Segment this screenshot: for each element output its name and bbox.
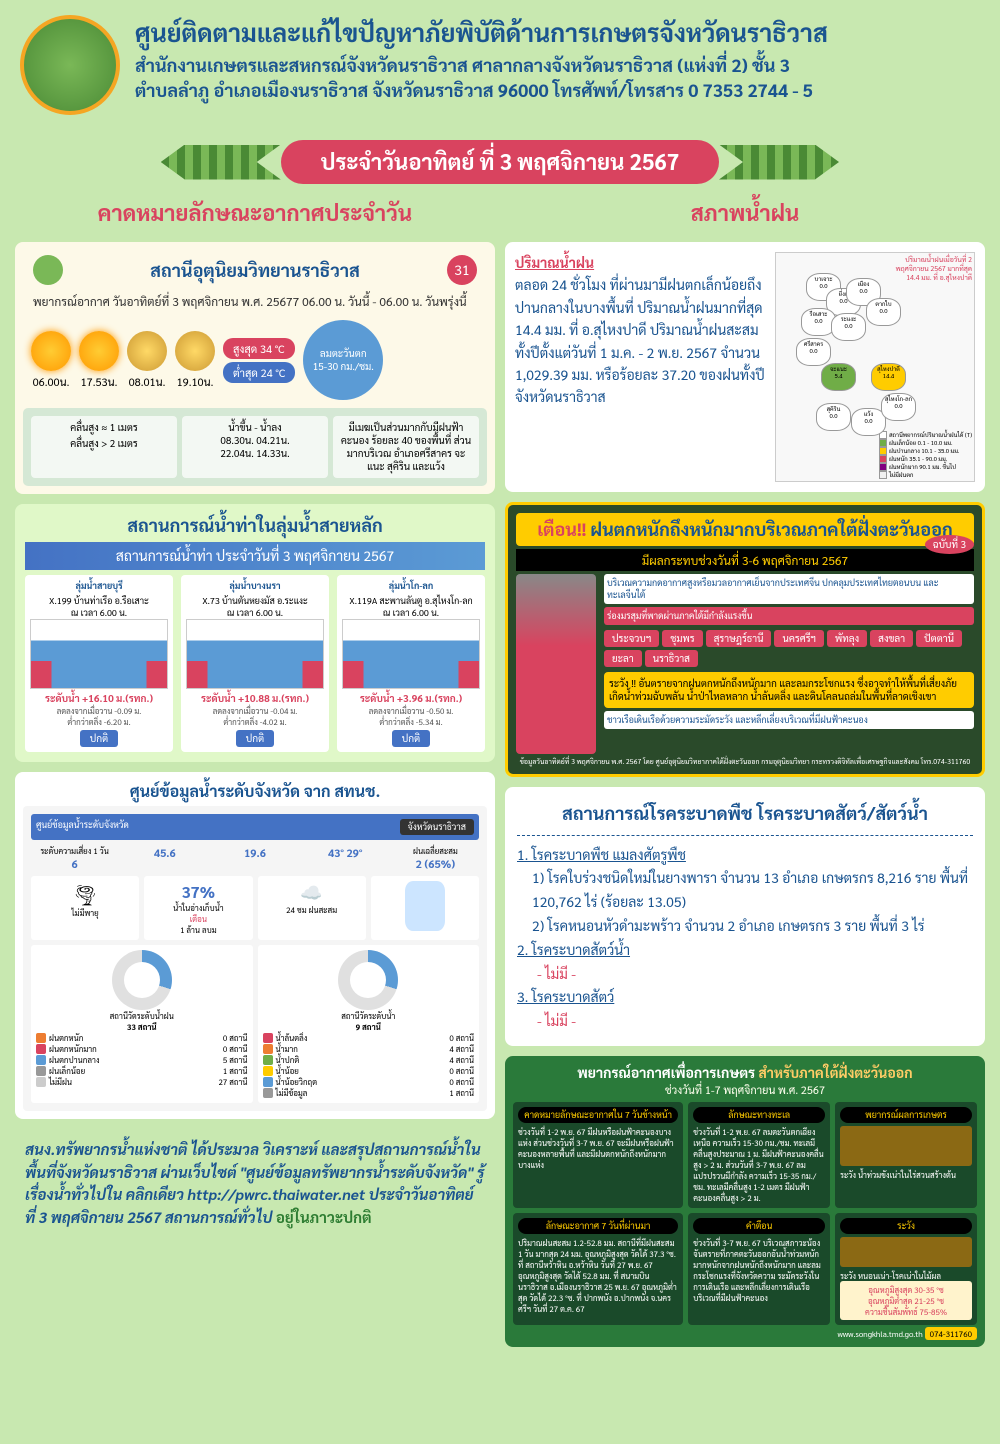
moonset-icon <box>175 331 215 371</box>
thailand-map-icon <box>516 574 596 754</box>
station-name: สถานีอุตุนิยมวิทยานราธิวาส <box>150 259 360 282</box>
map-card <box>371 876 479 940</box>
river-subtitle: สถานการณ์น้ำท่า ประจำวันที่ 3 พฤศจิกายน … <box>25 542 485 570</box>
donut-chart-icon <box>112 950 172 1010</box>
river-charts: ลุ่มน้ำสายบุรี X.199 บ้านท่าเรือ อ.รือเส… <box>25 575 485 752</box>
forecast-title: พยากรณ์อากาศเพื่อการเกษตร สำหรับภาคใต้ฝั… <box>513 1064 977 1082</box>
rain-stations-card: สถานีวัดระดับน้ำฝน 33 สถานี ฝนตกหนัก0 สถ… <box>31 945 253 1103</box>
warn-header: เตือน!! ฝนตกหนักถึงหนักมากบริเวณภาคใต้ฝั… <box>516 513 974 546</box>
water-center-title: ศูนย์ข้อมูลน้ำระดับจังหวัด จาก สทนช. <box>23 780 487 801</box>
warn-info: บริเวณความกดอากาศสูงหรือมวลอากาศเย็นจากป… <box>604 574 974 754</box>
wave-box: คลื่นสูง ≈ 1 เมตร คลื่นสูง > 2 เมตร <box>31 416 177 478</box>
mini-map-icon <box>405 881 445 931</box>
moonset: 19.10น. <box>175 331 215 389</box>
disease-sec1: 1. โรคระบาดพืช แมลงศัตรูพืช <box>517 844 973 868</box>
disease-none3: - ไม่มี - <box>517 1010 973 1034</box>
forecast-box2: ลักษณะทางทะเล ช่วงวันที่ 1-2 พ.ย. 67 ลมต… <box>688 1102 830 1208</box>
edition-badge: ฉบับที่ 3 <box>925 535 974 554</box>
date-text: ประจำวันอาทิตย์ ที่ 3 พฤศจิกายน 2567 <box>281 140 720 184</box>
disease-panel: สถานการณ์โรคระบาดพืช โรคระบาดสัตว์/สัตว์… <box>505 787 985 1046</box>
weather-section-title: คาดหมายลักษณะอากาศประจำวัน <box>15 199 495 227</box>
header-title: ศูนย์ติดตามและแก้ไขปัญหาภัยพิบัติด้านการ… <box>135 15 980 48</box>
sunset-icon <box>79 331 119 371</box>
forecast-panel: พยากรณ์อากาศเพื่อการเกษตร สำหรับภาคใต้ฝั… <box>505 1056 985 1347</box>
forecast-box4: ลักษณะอากาศ 7 วันที่ผ่านมา ปริมาณฝนสะสม … <box>513 1213 683 1325</box>
rainfall-heading: ปริมาณน้ำฝน <box>515 252 767 274</box>
rainfall-panel: ปริมาณน้ำฝน ตลอด 24 ชั่วโมง ที่ผ่านมามีฝ… <box>505 242 985 492</box>
header-line2: ตำบลลำภู อำเภอเมืองนราธิวาส จังหวัดนราธิ… <box>135 78 980 103</box>
temp-vals: อุณหภูมิสูงสุด 30-35 °ซ อุณหภูมิต่ำสุด 2… <box>840 1281 972 1320</box>
bottom-text: สนง.ทรัพยากรน้ำแห่งชาติ ได้ประมวล วิเครา… <box>15 1129 495 1239</box>
water-dashboard: ศูนย์ข้อมูลน้ำระดับจังหวัด จังหวัดนราธิว… <box>23 806 487 1111</box>
page-header: ศูนย์ติดตามและแก้ไขปัญหาภัยพิบัติด้านการ… <box>0 0 1000 130</box>
temp-box: สูงสุด 34 °C ต่ำสุด 24 °C <box>223 338 295 383</box>
moonrise-icon <box>127 331 167 371</box>
temp-low: ต่ำสุด 24 °C <box>223 362 295 383</box>
dash-header-label: ศูนย์ข้อมูลน้ำระดับจังหวัด <box>36 819 129 835</box>
tmd-logo-icon <box>33 255 63 285</box>
forecast-box3: พยากรณ์ผลการเกษตร ระวัง น้ำท่วมขังเน่าใน… <box>835 1102 977 1208</box>
water-center-panel: ศูนย์ข้อมูลน้ำระดับจังหวัด จาก สทนช. ศูน… <box>15 772 495 1119</box>
badge-icon: 31 <box>447 255 477 285</box>
forecast-box5: คำตือน ช่วงวันที่ 3-7 พ.ย. 67 บริเวณสภาว… <box>688 1213 830 1325</box>
warning-panel: เตือน!! ฝนตกหนักถึงหนักมากบริเวณภาคใต้ฝั… <box>505 502 985 777</box>
search-button[interactable]: จังหวัดนราธิวาส <box>400 819 474 835</box>
sunrise-icon <box>31 331 71 371</box>
warn-sub: มีผลกระทบช่วงวันที่ 3-6 พฤศจิกายน 2567 <box>516 549 974 571</box>
weather-panel: สถานีอุตุนิยมวิทยานราธิวาส 31 พยากรณ์อาก… <box>15 242 495 494</box>
moonrise: 08.01น. <box>127 331 167 389</box>
forecast-line: พยากรณ์อากาศ วันอาทิตย์ที่ 3 พฤศจิกายน พ… <box>23 290 487 312</box>
forecast-period: ช่วงวันที่ 1-7 พฤศจิกายน พ.ศ. 2567 <box>513 1082 977 1097</box>
tide-box: น้ำขึ้น - น้ำลง 08.30น. 04.21น. 22.04น. … <box>182 416 328 478</box>
plant-photo-icon <box>840 1237 972 1267</box>
rain-box: มีเมฆเป็นส่วนมากกับมีฝนฟ้าคะนอง ร้อยละ 4… <box>333 416 479 478</box>
river-section: สถานการณ์น้ำท่าในลุ่มน้ำสายหลัก สถานการณ… <box>15 504 495 762</box>
forecast-box1: คาดหมายลักษณะอากาศใน 7 วันข้างหน้า ช่วงว… <box>513 1102 683 1208</box>
header-text: ศูนย์ติดตามและแก้ไขปัญหาภัยพิบัติด้านการ… <box>135 15 980 103</box>
farm-photo-icon <box>840 1126 972 1166</box>
river-chart: ลุ่มน้ำโก-ลก X.119A สะพานลันตู อ.สุไหงโก… <box>337 575 485 752</box>
disease-item1: 1) โรคใบร่วงชนิดใหม่ในยางพารา จำนวน 13 อ… <box>517 867 973 915</box>
forecast-box6: ระวัง ระวัง หนอนเน่า-โรคเน่าในไม้ผล อุณห… <box>835 1213 977 1325</box>
temp-high: สูงสุด 34 °C <box>223 338 295 359</box>
storm-card: 🌪 ไม่มีพายุ <box>31 876 139 940</box>
disease-title: สถานการณ์โรคระบาดพืช โรคระบาดสัตว์/สัตว์… <box>517 799 973 836</box>
rainfall-map: ปริมาณน้ำฝนเมื่อวันที่ 2 พฤศจิกายน 2567 … <box>775 252 975 482</box>
rainfall-text: ปริมาณน้ำฝน ตลอด 24 ชั่วโมง ที่ผ่านมามีฝ… <box>515 252 767 482</box>
warn-caution: ระวัง !! อันตรายจากฝนตกหนักถึงหนักมาก แล… <box>604 672 974 708</box>
disease-none2: - ไม่มี - <box>517 963 973 987</box>
wind-box: ลมตะวันตก 15-30 กม./ชม. <box>303 320 383 400</box>
rain24-card: ☁️ 24 ชม ฝนสะสม <box>258 876 366 940</box>
river-chart: ลุ่มน้ำบางนรา X.73 บ้านตันหยงมัส อ.ระแงะ… <box>181 575 329 752</box>
sunrise: 06.00น. <box>31 331 71 389</box>
header-line1: สำนักงานเกษตรและสหกรณ์จังหวัดนราธิวาส ศา… <box>135 53 980 78</box>
river-chart: ลุ่มน้ำสายบุรี X.199 บ้านท่าเรือ อ.รือเส… <box>25 575 173 752</box>
logo <box>20 15 120 115</box>
sunset: 17.53น. <box>79 331 119 389</box>
disease-sec3: 3. โรคระบาดสัตว์ <box>517 986 973 1010</box>
date-banner: ประจำวันอาทิตย์ ที่ 3 พฤศจิกายน 2567 <box>0 140 1000 184</box>
river-title: สถานการณ์น้ำท่าในลุ่มน้ำสายหลัก <box>25 514 485 537</box>
donut-chart-icon <box>338 950 398 1010</box>
rainfall-section-title: สภาพน้ำฝน <box>505 199 985 227</box>
dam-card: 37% น้ำในอ่างเก็บน้ำ เตือน 1 ล้าน ลบม <box>144 876 252 940</box>
disease-sec2: 2. โรคระบาดสัตว์น้ำ <box>517 939 973 963</box>
disease-item2: 2) โรคหนอนหัวดำมะพร้าว จำนวน 2 อำเภอ เกษ… <box>517 915 973 939</box>
water-stations-card: สถานีวัดระดับน้ำ 9 สถานี น้ำล้นตลิ่ง0 สถ… <box>258 945 480 1103</box>
